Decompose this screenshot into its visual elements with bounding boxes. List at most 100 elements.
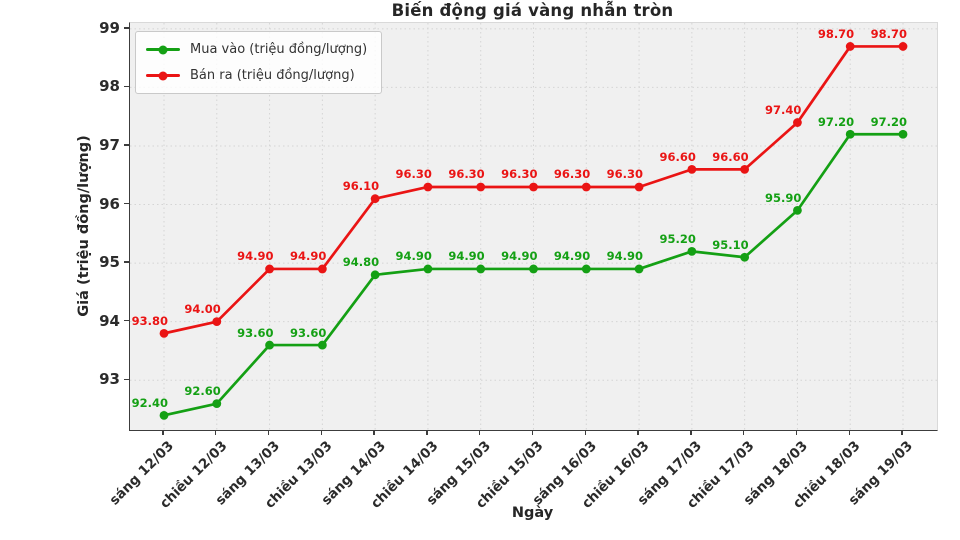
data-label-sell: 96.30 <box>501 167 538 182</box>
data-label-sell: 93.80 <box>131 313 168 328</box>
data-label-sell: 98.70 <box>870 26 907 41</box>
data-point-buy <box>265 340 274 350</box>
data-label-buy: 94.90 <box>395 249 432 264</box>
data-label-buy: 95.20 <box>659 231 696 246</box>
data-label-buy: 92.60 <box>184 384 221 399</box>
data-point-sell <box>212 317 222 327</box>
data-label-buy: 97.20 <box>817 114 855 129</box>
chart-canvas <box>130 23 937 430</box>
legend-marker-sell-icon <box>158 71 168 80</box>
legend-label-buy: Mua vào (triệu đồng/lượng) <box>190 42 368 57</box>
x-tick-mark <box>742 430 745 435</box>
y-tick-mark <box>123 27 129 29</box>
data-label-sell: 96.30 <box>395 167 432 182</box>
y-tick-mark <box>123 378 129 380</box>
data-label-buy: 95.90 <box>765 190 802 205</box>
data-point-sell <box>159 328 169 338</box>
plot-area: Mua vào (triệu đồng/lượng) Bán ra (triệu… <box>129 22 938 431</box>
legend-item-mua-vao: Mua vào (triệu đồng/lượng) <box>146 39 367 60</box>
legend-marker-buy-icon <box>158 45 168 54</box>
data-label-sell: 96.10 <box>342 179 380 194</box>
data-point-sell <box>423 182 433 192</box>
data-label-sell: 97.40 <box>765 103 802 118</box>
legend-line-sell-icon <box>146 71 180 80</box>
data-point-buy <box>423 264 433 274</box>
data-label-sell: 96.60 <box>712 149 749 164</box>
y-tick-mark <box>123 261 129 263</box>
data-point-buy <box>476 264 486 274</box>
data-label-sell: 94.00 <box>184 302 221 317</box>
data-point-buy <box>581 264 591 274</box>
data-point-buy <box>317 340 327 350</box>
data-point-buy <box>793 205 802 215</box>
data-point-sell <box>370 194 380 204</box>
data-label-buy: 94.80 <box>342 255 380 270</box>
x-tick-mark <box>795 430 798 435</box>
data-label-buy: 92.40 <box>131 395 168 410</box>
x-tick-mark <box>373 430 375 435</box>
data-point-buy <box>687 246 697 256</box>
y-tick-label: 96 <box>99 194 120 213</box>
data-point-sell <box>740 165 750 174</box>
y-axis-title: Giá (triệu đồng/lượng) <box>76 135 92 317</box>
data-point-sell <box>581 182 591 192</box>
data-point-sell <box>898 42 908 51</box>
x-axis-title: Ngày <box>511 505 554 521</box>
data-label-buy: 97.20 <box>870 114 907 129</box>
data-point-sell <box>845 42 855 51</box>
y-tick-label: 98 <box>99 77 120 96</box>
data-label-buy: 94.90 <box>448 249 485 264</box>
data-point-sell <box>476 182 486 192</box>
x-tick-mark <box>637 430 639 435</box>
data-label-sell: 94.90 <box>237 249 274 264</box>
x-tick-mark <box>584 430 586 435</box>
x-tick-mark <box>901 430 903 435</box>
y-tick-label: 93 <box>99 370 120 389</box>
x-tick-mark <box>479 430 481 435</box>
data-point-sell <box>317 264 327 274</box>
data-point-sell <box>687 165 697 174</box>
legend: Mua vào (triệu đồng/lượng) Bán ra (triệu… <box>135 31 383 94</box>
data-label-buy: 94.90 <box>606 249 644 264</box>
data-point-buy <box>740 252 750 262</box>
x-tick-mark <box>426 430 428 435</box>
data-label-sell: 98.70 <box>817 26 855 41</box>
data-label-sell: 96.30 <box>606 167 644 182</box>
y-tick-mark <box>123 319 129 322</box>
data-label-buy: 93.60 <box>237 325 274 340</box>
x-tick-mark <box>848 430 850 435</box>
data-point-buy <box>370 270 380 280</box>
y-tick-label: 97 <box>99 135 120 154</box>
data-point-buy <box>212 399 222 409</box>
data-point-buy <box>845 129 855 139</box>
data-label-buy: 95.10 <box>712 237 749 252</box>
data-label-sell: 96.60 <box>659 149 696 164</box>
legend-item-ban-ra: Bán ra (triệu đồng/lượng) <box>146 65 367 86</box>
data-point-buy <box>898 129 908 139</box>
y-tick-label: 99 <box>99 18 120 37</box>
data-label-buy: 94.90 <box>501 249 538 264</box>
y-tick-mark <box>123 144 129 146</box>
y-tick-label: 94 <box>99 311 120 330</box>
data-label-sell: 96.30 <box>448 167 485 182</box>
data-point-sell <box>529 182 538 192</box>
data-label-sell: 94.90 <box>289 249 327 264</box>
data-point-sell <box>793 118 802 127</box>
data-point-buy <box>634 264 644 274</box>
y-tick-mark <box>123 85 129 88</box>
y-tick-label: 95 <box>99 253 120 272</box>
x-tick-mark <box>162 430 164 435</box>
data-label-sell: 96.30 <box>553 167 591 182</box>
x-tick-mark <box>320 430 323 435</box>
y-tick-mark <box>123 202 129 205</box>
data-label-buy: 94.90 <box>553 249 591 264</box>
x-tick-mark <box>690 430 692 435</box>
data-point-buy <box>529 264 538 274</box>
x-tick-mark <box>531 430 534 435</box>
data-label-buy: 93.60 <box>289 325 327 340</box>
data-point-buy <box>159 410 169 420</box>
data-point-sell <box>634 182 644 192</box>
data-point-sell <box>265 264 274 274</box>
x-tick-mark <box>215 430 217 435</box>
